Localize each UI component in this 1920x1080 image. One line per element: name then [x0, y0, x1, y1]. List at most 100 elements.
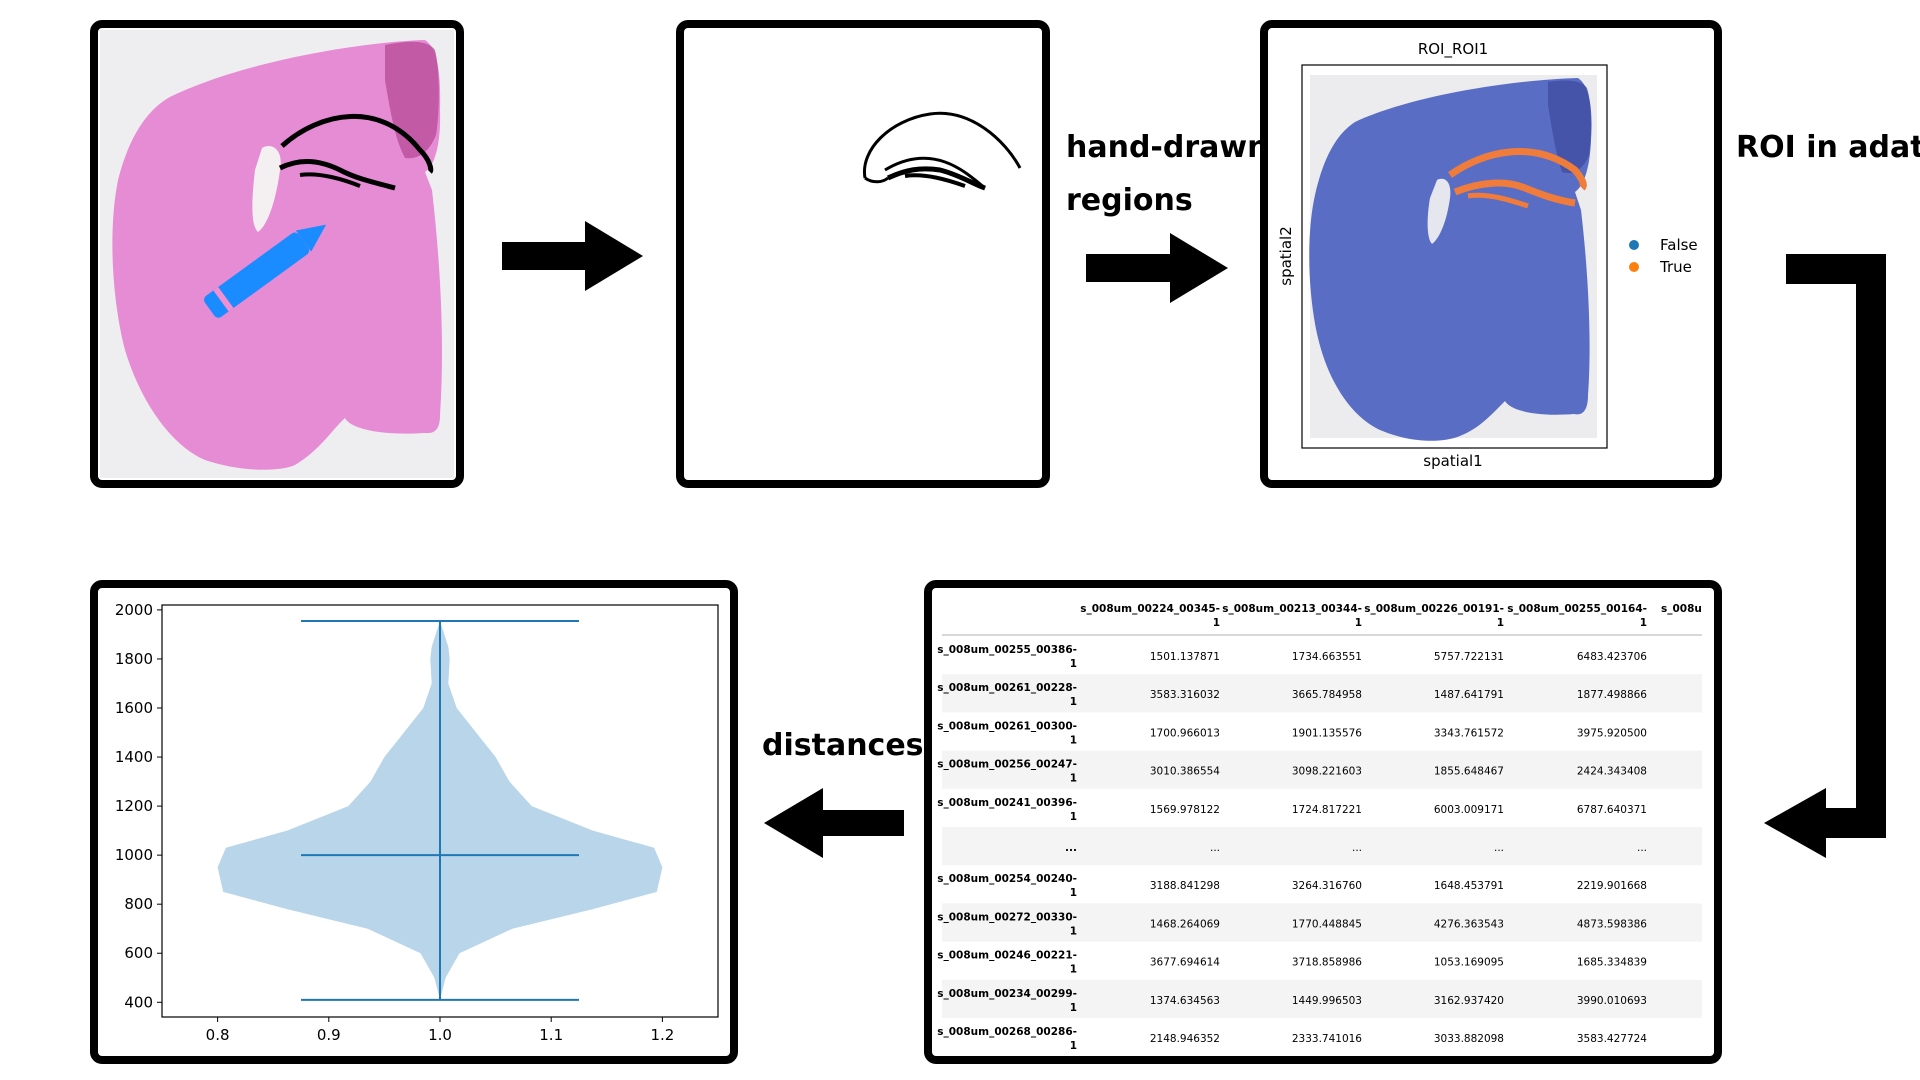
table-row-index-suffix: 1 [1070, 696, 1077, 708]
table-row-index-suffix: 1 [1070, 658, 1077, 670]
table-row: s_008um_00261_00228- 1 3583.316032 3665.784… [937, 674, 1702, 713]
table-col-header: s_008um_00226_00191- [1364, 603, 1504, 615]
arrow-elbow [1764, 254, 1886, 858]
table-cell: 5757.722131 [1434, 651, 1504, 663]
table-col-header: s_008um_00255_00164- [1507, 603, 1647, 615]
table-cell: 4873.598386 [1577, 918, 1647, 930]
y-tick-label: 1800 [115, 650, 153, 668]
table-col-header: s_008um_00213_00344- [1222, 603, 1362, 615]
table-cell: 3677.694614 [1150, 957, 1220, 969]
table-cell: 1501.137871 [1150, 651, 1220, 663]
table-row-index-suffix: 1 [1070, 773, 1077, 785]
distances-label: distances [762, 728, 924, 763]
table-row: s_008um_00272_00330- 1 1468.264069 1770.448… [937, 903, 1702, 942]
table-row-index: s_008um_00254_00240- [937, 873, 1077, 885]
y-tick-label: 400 [124, 993, 153, 1011]
roi-in-adata-label: ROI in adata [1736, 130, 1920, 165]
table-cell: 3583.316032 [1150, 689, 1220, 701]
legend-false-label: False [1660, 236, 1698, 254]
he-tissue-panel [90, 20, 464, 488]
arrow-right-2 [1086, 233, 1228, 303]
table-cell: 3665.784958 [1292, 689, 1362, 701]
roi-plot-xlabel: spatial1 [1423, 452, 1482, 470]
table-row-index: s_008um_00256_00247- [937, 759, 1077, 771]
table-row-index-suffix: 1 [1070, 964, 1077, 976]
table-row-index-suffix: 1 [1070, 811, 1077, 823]
table-cell: 6483.423706 [1577, 651, 1647, 663]
table-cell: 3098.221603 [1292, 766, 1362, 778]
table-row: s_008um_00256_00247- 1 3010.386554 3098.221… [937, 750, 1702, 789]
legend-true-label: True [1659, 258, 1692, 276]
roi-tissue-false [1309, 78, 1592, 441]
table-cell: ... [1210, 842, 1220, 854]
legend-true-marker [1629, 262, 1639, 272]
table-cell: 6003.009171 [1434, 804, 1504, 816]
table-row-index-suffix: 1 [1070, 887, 1077, 899]
table-row-index: s_008um_00234_00299- [937, 988, 1077, 1000]
y-tick-label: 2000 [115, 601, 153, 619]
table-cell: 1685.334839 [1577, 957, 1647, 969]
y-tick-label: 1200 [115, 797, 153, 815]
table-cell: 1724.817221 [1292, 804, 1362, 816]
table-row-index-suffix: 1 [1070, 925, 1077, 937]
table-row: s_008um_00241_00396- 1 1569.978122 1724.817… [937, 797, 1647, 823]
table-cell: 3010.386554 [1150, 766, 1220, 778]
x-tick-label: 1.2 [650, 1026, 674, 1044]
table-row: s_008um_00234_00299- 1 1374.634563 1449.996… [937, 979, 1702, 1018]
x-tick-label: 0.9 [317, 1026, 341, 1044]
y-tick-label: 1400 [115, 748, 153, 766]
table-row-index: s_008um_00246_00221- [937, 950, 1077, 962]
table-row-index-suffix: 1 [1070, 1002, 1077, 1014]
table-row-index: s_008um_00272_00330- [937, 911, 1077, 923]
drawn-region-panel [676, 20, 1050, 488]
pen-icon [204, 224, 327, 318]
table-cell: 3188.841298 [1150, 880, 1220, 892]
x-tick-label: 0.8 [206, 1026, 230, 1044]
table-row: s_008um_00254_00240- 1 3188.841298 3264.316… [937, 873, 1647, 899]
table-cell: 1648.453791 [1434, 880, 1504, 892]
y-tick-label: 1000 [115, 846, 153, 864]
table-cell: ... [1494, 842, 1504, 854]
table-col-header-suffix: 1 [1213, 617, 1220, 629]
x-tick-label: 1.1 [539, 1026, 563, 1044]
table-cell: 1734.663551 [1292, 651, 1362, 663]
table-cell: 3343.761572 [1434, 727, 1504, 739]
table-cell: 1901.135576 [1292, 727, 1362, 739]
distance-table-panel: s_008um_00224_00345-1s_008um_00213_00344… [924, 580, 1722, 1064]
table-row-index: s_008um_00261_00300- [937, 720, 1077, 732]
roi-plot-legend: False True [1629, 236, 1698, 276]
y-tick-label: 600 [124, 944, 153, 962]
table-cell: 1487.641791 [1434, 689, 1504, 701]
table-row: s_008um_00261_00300- 1 1700.966013 1901.135… [937, 720, 1647, 746]
table-cell: 1877.498866 [1577, 689, 1647, 701]
table-cell: 1770.448845 [1292, 918, 1362, 930]
table-row: s_008um_00255_00386- 1 1501.137871 1734.663… [937, 644, 1647, 670]
table-row-index: s_008um_00261_00228- [937, 682, 1077, 694]
table-cell: 1449.996503 [1292, 995, 1362, 1007]
table-cell: 3975.920500 [1577, 727, 1647, 739]
table-cell: ... [1637, 842, 1647, 854]
table-cell: 3033.882098 [1434, 1033, 1504, 1045]
table-cell: 1700.966013 [1150, 727, 1220, 739]
table-cell: 2333.741016 [1292, 1033, 1362, 1045]
table-row: s_008um_00246_00221- 1 3677.694614 3718.858… [937, 950, 1647, 976]
table-col-header: s_008u [1661, 603, 1702, 615]
table-cell: 1374.634563 [1150, 995, 1220, 1007]
table-cell: 3718.858986 [1292, 957, 1362, 969]
table-cell: 3990.010693 [1577, 995, 1647, 1007]
regions-label: regions [1066, 183, 1193, 218]
table-cell: 1569.978122 [1150, 804, 1220, 816]
table-cell: 3162.937420 [1434, 995, 1504, 1007]
hand-drawn-label: hand-drawn [1066, 130, 1268, 165]
table-row-index-suffix: 1 [1070, 1040, 1077, 1052]
table-cell: 3583.427724 [1577, 1033, 1647, 1045]
violin-plot-panel: 400 600 800 1000 1200 1400 1600 1800 2000 0.8 0.9 1… [90, 580, 738, 1064]
roi-plot-ylabel: spatial2 [1277, 226, 1295, 285]
table-cell: 1468.264069 [1150, 918, 1220, 930]
table-row: ............... [942, 827, 1702, 866]
table-cell: 1855.648467 [1434, 766, 1504, 778]
table-row-index: s_008um_00255_00386- [937, 644, 1077, 656]
table-row-index: s_008um_00241_00396- [937, 797, 1077, 809]
table-cell: 2424.343408 [1577, 766, 1647, 778]
table-cell: 4276.363543 [1434, 918, 1504, 930]
